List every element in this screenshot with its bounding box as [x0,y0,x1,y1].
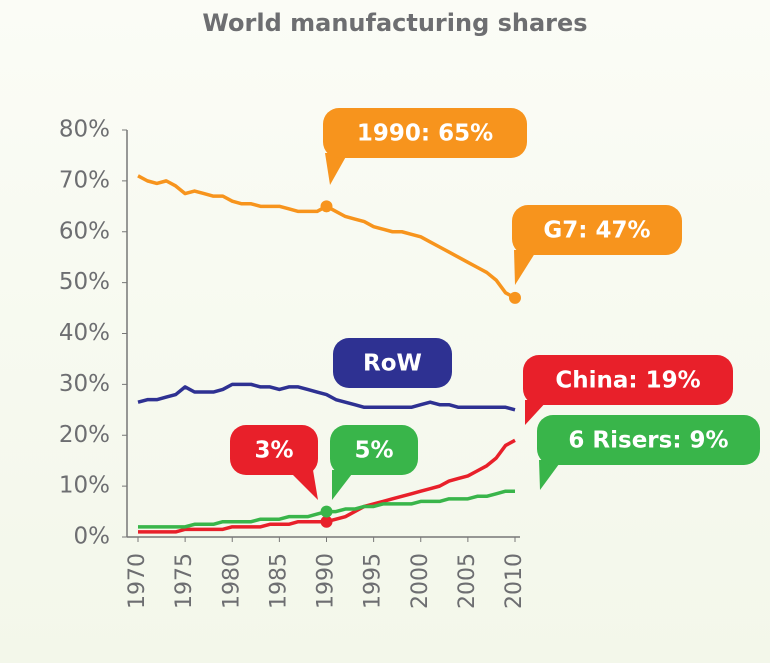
y-tick-label: 0% [74,524,111,550]
callout-label: China: 19% [555,368,700,394]
y-tick-label: 10% [59,473,110,499]
callout-box [323,108,527,158]
x-tick-label: 1975 [172,553,197,609]
x-tick-label: 1995 [361,553,386,609]
highlight-dot [320,200,333,213]
y-tick-label: 80% [59,117,110,143]
y-tick-label: 50% [59,269,110,295]
callout-label: 1990: 65% [357,121,493,147]
callout-pointer [525,400,548,425]
highlight-dot [509,291,521,304]
callout-pointer [325,153,348,185]
series-line [137,174,516,300]
chart-title: World manufacturing shares [202,9,587,37]
callout-label: 3% [254,438,293,464]
callout-pointer [514,250,537,285]
x-tick-label: 1970 [125,553,150,609]
callout-box [512,205,682,255]
callout-label: 5% [354,438,393,464]
callout-label: G7: 47% [543,218,650,244]
x-tick-label: 1985 [266,553,291,609]
y-tick-label: 70% [59,167,110,193]
highlight-dot [320,515,333,528]
callout-pointer [539,460,562,490]
callout-box [523,355,733,405]
callout-label: RoW [363,351,422,377]
x-tick-label: 1980 [219,553,244,609]
callout-pointer [332,470,355,500]
highlight-dot [320,505,333,518]
callout-box [333,338,452,388]
callout-box [230,425,318,475]
callout-label: 6 Risers: 9% [568,428,728,454]
callout-box [537,415,760,465]
callout-pointer [288,470,318,500]
x-tick-label: 2010 [502,553,527,609]
x-tick-label: 2000 [408,553,433,609]
x-tick-label: 1990 [314,553,339,609]
y-tick-label: 30% [59,371,110,397]
series-line [137,382,516,412]
x-tick-label: 2005 [455,553,480,609]
y-tick-label: 40% [59,320,110,346]
callout-box [330,425,418,475]
y-tick-label: 20% [59,422,110,448]
y-tick-label: 60% [59,218,110,244]
